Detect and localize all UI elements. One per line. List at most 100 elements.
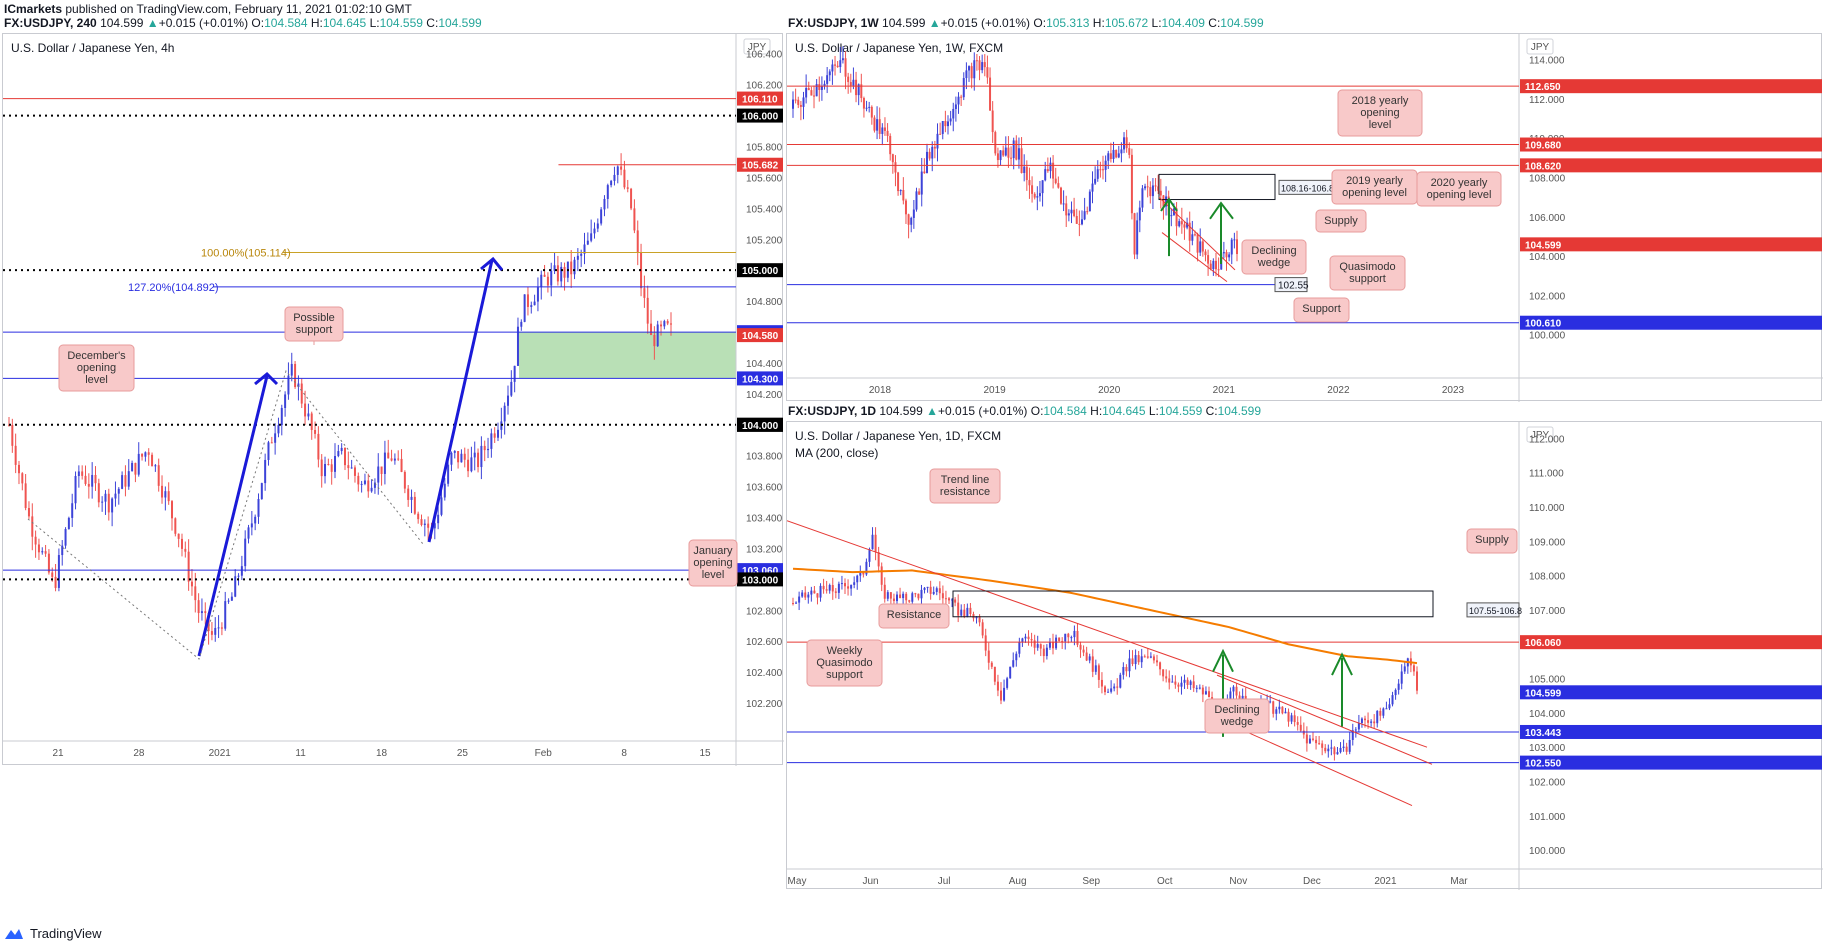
candle-body	[550, 270, 553, 286]
candle-body	[947, 121, 950, 127]
candle-body	[1004, 147, 1007, 156]
callout-2020-open-text: opening level	[1427, 189, 1492, 201]
candle-body	[852, 79, 855, 86]
candle-body	[17, 464, 20, 474]
candle-body	[570, 261, 573, 275]
candle-body	[1151, 185, 1154, 197]
d1-chart-svg[interactable]: U.S. Dollar / Japanese Yen, 1D, FXCM MA (…	[786, 422, 1823, 890]
candle-body	[350, 467, 353, 469]
x-tick-label: 18	[376, 748, 388, 759]
price-tag-label: 106.000	[742, 112, 779, 123]
candle-body	[907, 214, 910, 225]
candle-body	[363, 480, 366, 484]
candle-body	[493, 433, 496, 438]
candle-body	[1018, 642, 1021, 654]
candle-body	[1125, 137, 1128, 149]
price-tag	[737, 108, 783, 123]
candle-body	[44, 551, 47, 554]
candle-body	[300, 383, 303, 404]
candle-body	[633, 208, 636, 231]
y-tick-label: 102.200	[746, 699, 783, 710]
candle-body	[1104, 686, 1106, 693]
candle-body	[807, 88, 810, 91]
candle-body	[1183, 224, 1186, 228]
candle-body	[510, 381, 513, 396]
y-tick-label: 104.400	[746, 359, 783, 370]
candle-body	[200, 611, 203, 614]
h4-chart-svg[interactable]: U.S. Dollar / Japanese Yen, 4h JPY106.400…	[3, 34, 784, 766]
callout-trendline-resistance-box	[929, 468, 1001, 504]
candle-body	[407, 488, 410, 500]
candle-body	[856, 575, 859, 583]
candle-body	[850, 584, 853, 589]
candle-body	[1222, 252, 1225, 254]
candle-body	[1021, 638, 1024, 643]
candle-body	[463, 453, 466, 460]
w1-legend-high: 105.672	[1104, 16, 1149, 30]
price-tag	[1520, 79, 1822, 94]
candle-body	[264, 459, 267, 484]
candle-body	[802, 97, 805, 107]
candle-body	[816, 593, 819, 598]
callout-declining-wedge-box	[1241, 239, 1307, 275]
tradingview-footer[interactable]: TradingView	[4, 926, 102, 941]
candle-body	[94, 474, 97, 484]
candle-body	[297, 383, 300, 388]
w1-chart-panel[interactable]: U.S. Dollar / Japanese Yen, 1W, FXCM JPY 1…	[786, 33, 1823, 402]
chart-title: U.S. Dollar / Japanese Yen, 1D, FXCM	[795, 429, 1001, 443]
candle-body	[1178, 221, 1181, 227]
candle-body	[157, 465, 160, 486]
price-tag-label: 104.000	[742, 421, 779, 432]
supply-zone-tag	[1466, 602, 1520, 618]
y-tick-label: 106.000	[1529, 213, 1566, 224]
y-tick-label: 108.000	[1529, 572, 1566, 583]
y-tick-label: 109.000	[1529, 537, 1566, 548]
candle-body	[877, 552, 880, 567]
candle-body	[1099, 169, 1102, 171]
callout-weekly-quasimodo-text: Weekly	[827, 645, 863, 657]
w1-chart-svg[interactable]: U.S. Dollar / Japanese Yen, 1W, FXCM JPY 1…	[787, 34, 1823, 402]
candle-body	[798, 596, 801, 603]
candle-body	[14, 445, 17, 465]
candle-body	[1030, 639, 1033, 641]
candle-body	[1075, 215, 1078, 224]
candle-body	[1140, 656, 1143, 663]
y-tick-label: 102.800	[746, 606, 783, 617]
candle-body	[983, 62, 986, 68]
price-tag	[1520, 237, 1822, 252]
candle-body	[51, 572, 54, 577]
trendline-resistance	[786, 520, 1428, 748]
candle-body	[880, 566, 883, 585]
candle-body	[556, 265, 559, 282]
candle-body	[167, 491, 170, 502]
d1-chart-panel[interactable]: U.S. Dollar / Japanese Yen, 1D, FXCM MA (…	[786, 421, 1823, 890]
candle-body	[77, 471, 80, 476]
candle-body	[1209, 263, 1212, 269]
candle-body	[147, 452, 150, 455]
candle-body	[1055, 637, 1058, 649]
candle-body	[1174, 681, 1177, 685]
h4-chart-panel[interactable]: U.S. Dollar / Japanese Yen, 4h JPY 106.400…	[2, 33, 784, 766]
candle-body	[513, 365, 516, 382]
candle-body	[1082, 649, 1085, 653]
candle-body	[54, 576, 57, 588]
chart-title: U.S. Dollar / Japanese Yen, 1W, FXCM	[795, 41, 1003, 55]
candle-body	[47, 553, 50, 573]
candle-body	[520, 321, 523, 327]
candle-body	[34, 536, 37, 545]
publish-info: published on TradingView.com, February 1…	[62, 2, 412, 16]
candle-body	[792, 99, 794, 109]
candle-body	[516, 326, 519, 366]
candle-body	[1091, 656, 1094, 672]
currency-label: JPY	[1531, 42, 1550, 53]
candle-body	[1275, 709, 1278, 714]
candle-body	[923, 171, 926, 174]
candle-body	[931, 146, 934, 159]
candle-body	[1045, 647, 1048, 657]
candle-body	[530, 305, 533, 307]
candle-body	[970, 66, 973, 79]
candle-body	[1097, 665, 1100, 680]
h4-legend-change: +0.015 (+0.01%)	[158, 16, 249, 30]
candle-body	[804, 592, 807, 598]
candle-body	[254, 516, 257, 524]
